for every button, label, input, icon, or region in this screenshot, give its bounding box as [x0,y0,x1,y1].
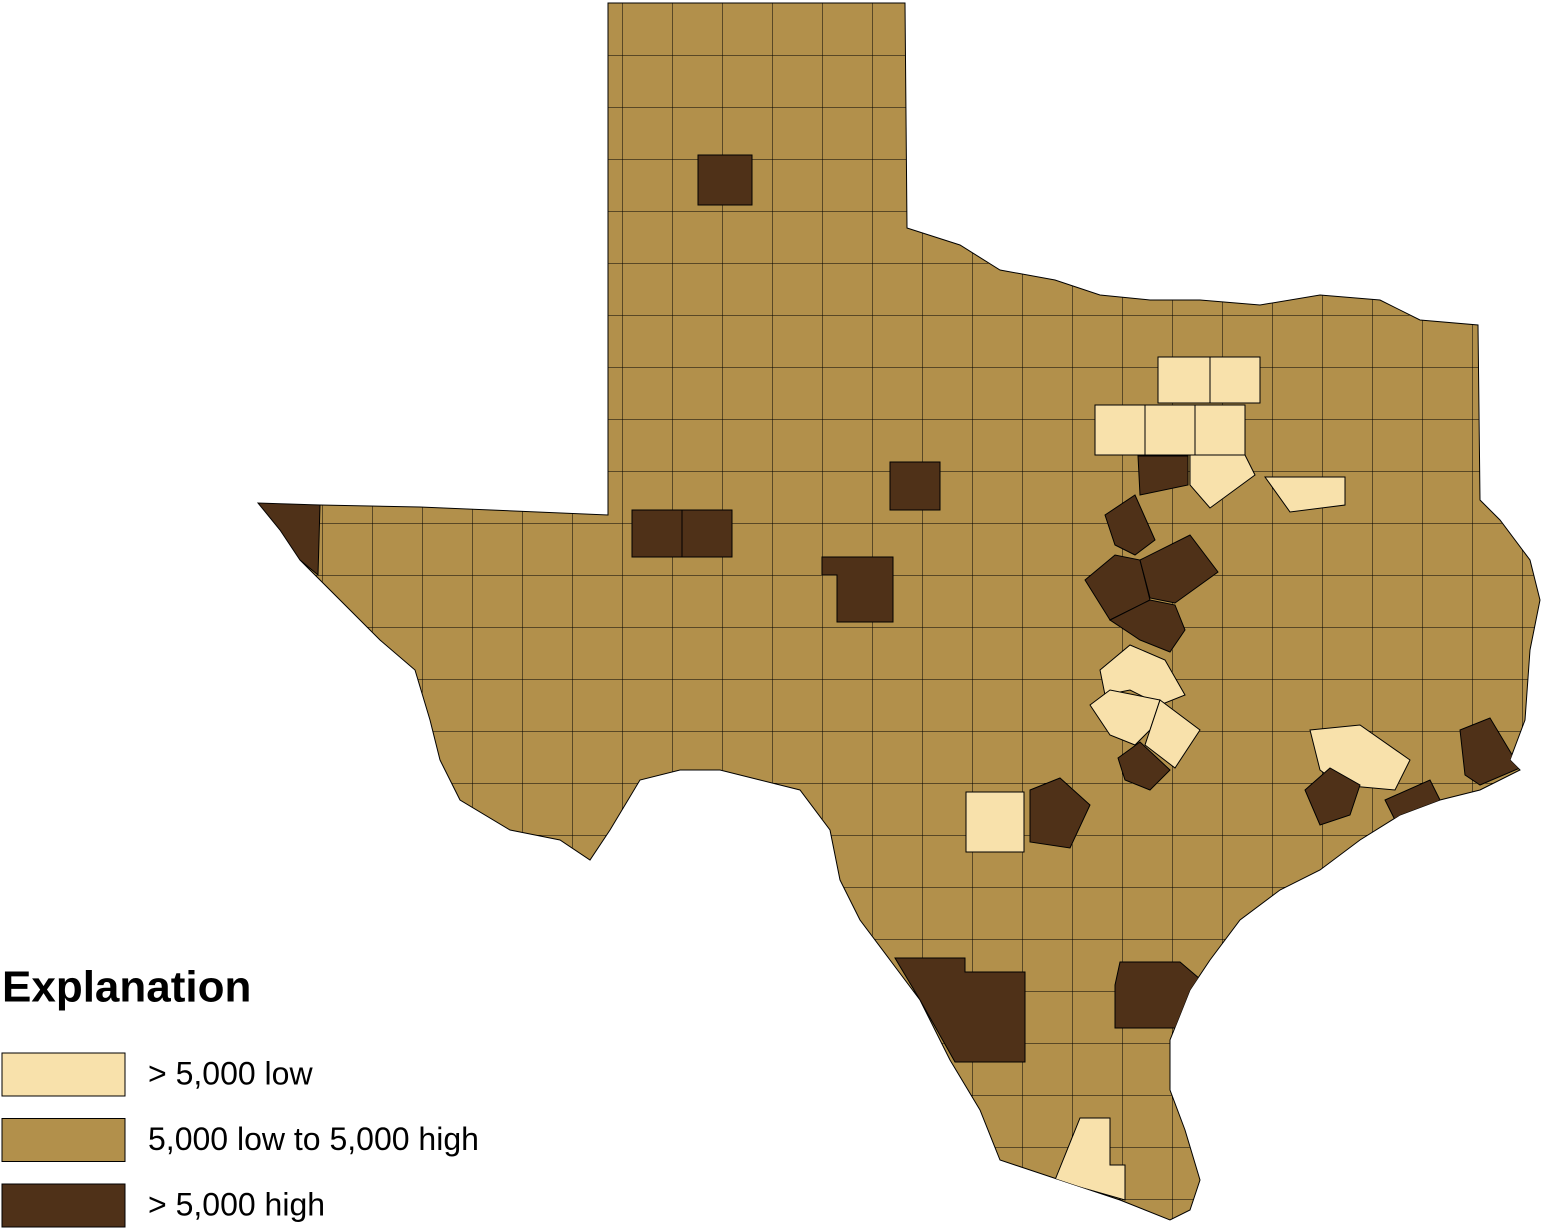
county [1117,741,1171,791]
county [1194,404,1246,456]
county [889,461,941,511]
county [1264,476,1346,513]
county [1139,534,1219,604]
county [1209,356,1261,404]
legend: Explanation > 5,000 low 5,000 low to 5,00… [1,963,479,1228]
county [1029,777,1091,849]
legend-swatch [1,1183,126,1228]
county [1094,404,1146,456]
county [894,957,1026,1063]
legend-title: Explanation [2,963,251,1012]
legend-label: > 5,000 high [148,1186,325,1222]
county [965,791,1025,853]
county [1104,494,1156,556]
county [1157,356,1211,404]
legend-swatch [1,1052,126,1097]
county [821,556,894,623]
legend-label: > 5,000 low [148,1055,313,1091]
county [1109,599,1186,653]
legend-swatch [1,1118,126,1162]
county [1459,717,1521,786]
county [1144,404,1196,456]
county [258,502,321,577]
county [681,509,733,558]
county [631,509,683,558]
county [697,154,753,206]
county [1144,699,1201,769]
county [1304,767,1361,826]
legend-label: 5,000 low to 5,000 high [148,1121,479,1157]
county [1137,455,1189,496]
county [1189,454,1256,509]
